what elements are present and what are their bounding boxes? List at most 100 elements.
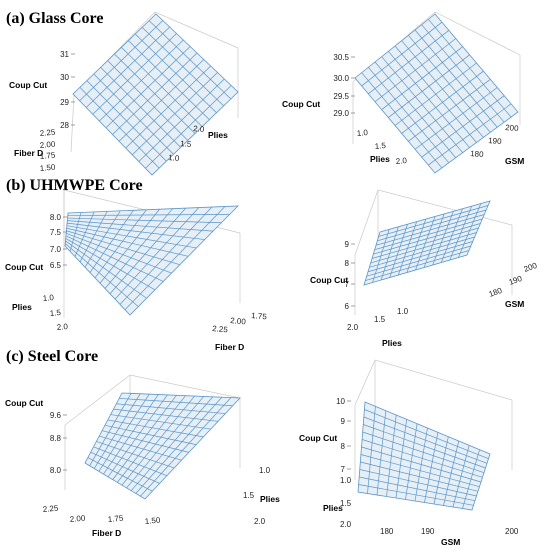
z-tick-label: 8.0 xyxy=(50,213,62,222)
surface-grid-line xyxy=(110,414,211,430)
axis-tick-label: 2.0 xyxy=(56,322,68,332)
surface-grid-line xyxy=(89,393,132,466)
axis-title: Plies xyxy=(208,130,228,140)
surface-grid-line xyxy=(67,214,230,216)
z-axis-title: Coup Cut xyxy=(310,275,348,285)
axis-tick-label: 2.0 xyxy=(395,156,407,166)
z-tick-label: 29.5 xyxy=(333,92,349,101)
surface-grid-line xyxy=(65,243,139,307)
z-tick-label: 10 xyxy=(336,397,345,406)
surface-grid-line xyxy=(366,245,471,277)
axis-tick-label: 2.00 xyxy=(39,140,56,150)
surface-grid-line xyxy=(117,395,186,483)
surface-grid-line xyxy=(103,394,159,475)
z-tick-label: 30.5 xyxy=(333,53,349,62)
surface-grid-line xyxy=(65,240,147,299)
surface-grid-line xyxy=(140,397,232,497)
surface-plot-2: 29.0 29.5 30.0 30.5 Coup Cut 1.0 1.5 2.0 Plies 18… xyxy=(282,11,524,174)
box-frame-edge xyxy=(70,94,75,153)
surface-grid-line xyxy=(86,80,167,162)
axis-tick-label: 1.75 xyxy=(107,514,124,524)
z-tick-label: 7.5 xyxy=(50,228,62,237)
surface-grid-line xyxy=(458,203,482,258)
z-axis-title: Coup Cut xyxy=(299,433,337,443)
surface-grid-line xyxy=(66,232,172,274)
surface-grid-line xyxy=(116,403,226,414)
axis-tick-label: 190 xyxy=(508,274,524,287)
axis-tick-label: 1.75 xyxy=(39,151,56,161)
axis-tick-label: 1.50 xyxy=(144,516,161,526)
surface-grid-line xyxy=(112,395,177,480)
surface-grid-line xyxy=(365,250,470,281)
surface-grid-line xyxy=(96,441,175,469)
surface-grid-line xyxy=(84,210,121,268)
surface-grid-line xyxy=(121,395,195,486)
surface-grid-line xyxy=(107,419,204,438)
surface-grid-line xyxy=(93,446,168,477)
axis-tick-label: 2.25 xyxy=(42,504,59,514)
axis-tick-label: 2.0 xyxy=(193,124,205,134)
z-tick-label: 8 xyxy=(345,259,350,268)
surface-grid-line xyxy=(87,457,153,492)
surface-grid-line xyxy=(89,210,134,273)
z-axis-title: Coup Cut xyxy=(9,80,47,90)
axis-tick-label: 2.25 xyxy=(39,128,56,138)
surface-grid-line xyxy=(119,398,233,407)
axis-tick-label: 1.0 xyxy=(42,293,54,303)
z-tick-label: 9 xyxy=(345,240,350,249)
axis-title: Plies xyxy=(382,338,402,348)
axis-tick-label: 2.0 xyxy=(254,517,266,526)
z-tick-label: 7 xyxy=(345,280,350,289)
surface-grid-line xyxy=(124,206,226,310)
surface-grid-line xyxy=(126,396,204,489)
surface-grid-line xyxy=(135,396,223,494)
surface-grid-line xyxy=(99,209,160,284)
surface-grid-line xyxy=(90,451,160,484)
axis-title: GSM xyxy=(505,156,524,166)
axis-tick-label: 1.0 xyxy=(340,476,352,485)
axis-title: Plies xyxy=(323,503,343,513)
axis-tick-label: 1.0 xyxy=(168,153,180,163)
z-tick-label: 8.0 xyxy=(50,466,62,475)
axis-title: Fiber D xyxy=(92,528,121,538)
axis-tick-label: 190 xyxy=(488,136,503,146)
axis-tick-label: 2.0 xyxy=(347,323,359,332)
surface-grid-line xyxy=(101,430,189,453)
surface-grid-line xyxy=(358,484,474,506)
surface-grid-line xyxy=(368,67,450,164)
surface-grid-line xyxy=(99,435,182,461)
surface-grid-line xyxy=(428,103,512,166)
surface-grid-line xyxy=(66,227,189,257)
surface-grid-line xyxy=(145,85,232,169)
section-title-glass: (a) Glass Core xyxy=(6,10,103,27)
surface-plot-5: 8.0 8.8 9.6 Coup Cut 2.25 2.00 1.75 1.50 Fiber D… xyxy=(5,374,280,538)
surface-grid-line xyxy=(109,207,186,295)
surface-grid-line xyxy=(94,209,147,279)
surface-grid-line xyxy=(79,211,108,263)
surface-grid-line xyxy=(361,72,443,169)
axis-tick-label: 1.5 xyxy=(374,315,386,324)
axis-tick-label: 1.5 xyxy=(243,491,255,500)
surface-grid-line xyxy=(119,206,213,305)
surface-patch xyxy=(357,401,491,511)
axis-tick-label: 180 xyxy=(470,149,485,159)
surface-patch xyxy=(64,205,240,316)
section-title-steel: (c) Steel Core xyxy=(6,348,98,365)
axis-tick-label: 1.5 xyxy=(180,139,192,149)
surface-grid-line xyxy=(104,208,173,289)
surface-plot-1: 28 29 30 31 Coup Cut 2.25 2.001.75 1.50 Fiber D 1… xyxy=(9,11,239,176)
axis-tick-label: 1.5 xyxy=(49,308,61,318)
surface-grid-line xyxy=(130,396,214,491)
axis-tick-label: 190 xyxy=(421,527,435,536)
z-tick-label: 7.0 xyxy=(50,245,62,254)
z-tick-label: 9.6 xyxy=(50,411,62,420)
z-tick-label: 6 xyxy=(345,302,350,311)
axis-tick-label: 200 xyxy=(523,261,539,274)
z-tick-label: 29 xyxy=(60,98,69,107)
z-tick-label: 30 xyxy=(60,73,69,82)
axis-title: GSM xyxy=(441,537,460,547)
z-tick-label: 29.0 xyxy=(333,109,349,118)
z-tick-label: 6.5 xyxy=(50,261,62,270)
surface-grid-line xyxy=(65,238,156,291)
